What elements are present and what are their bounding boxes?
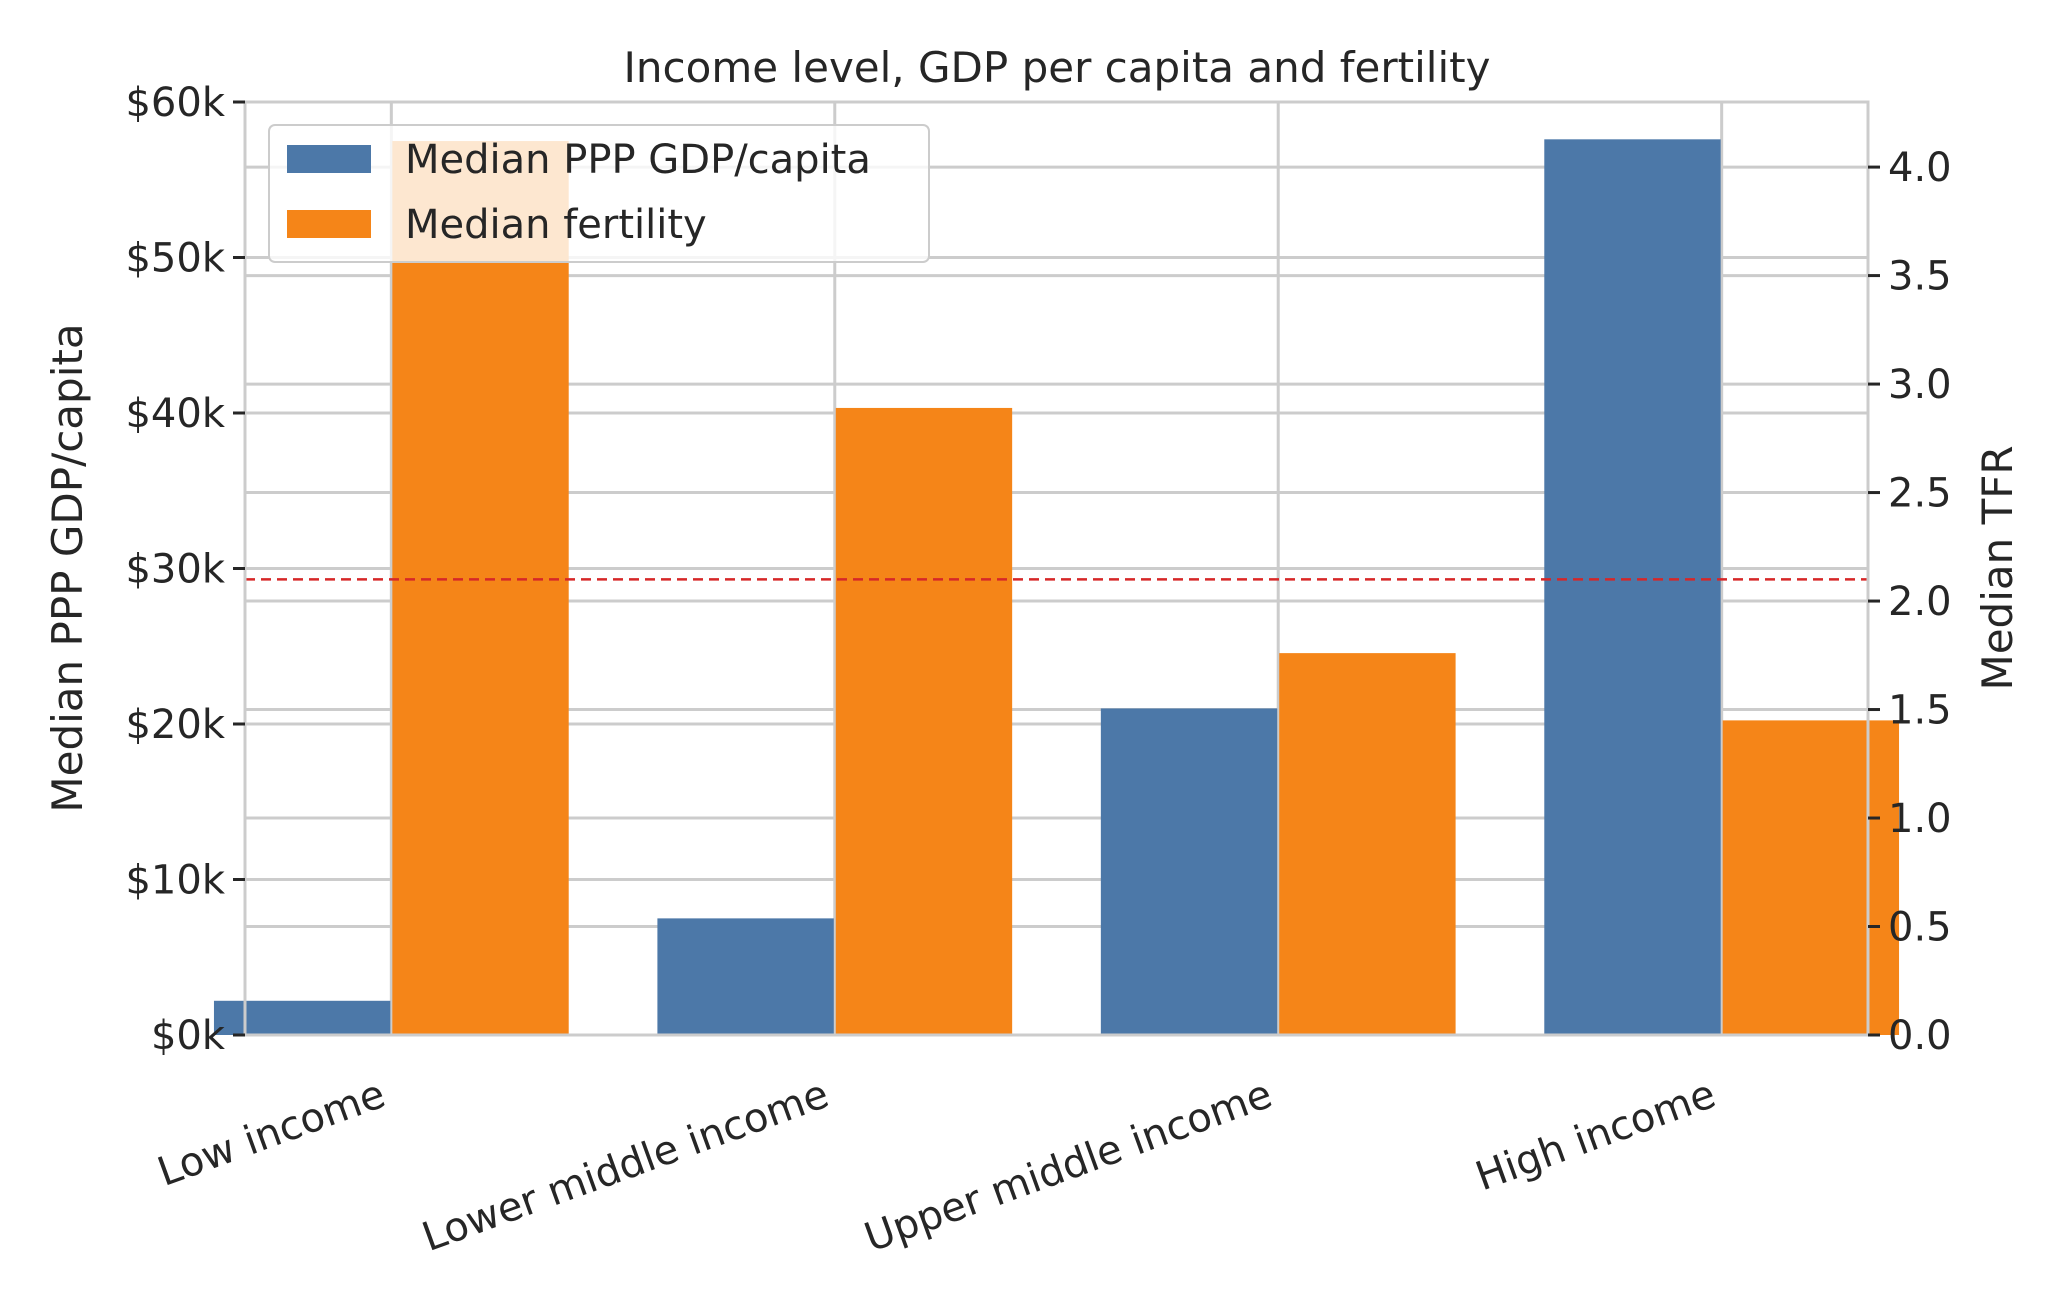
bar-fertility xyxy=(1279,653,1456,1035)
bar-fertility xyxy=(392,141,569,1036)
bar-fertility xyxy=(1722,720,1900,1035)
bar-fertility xyxy=(835,407,1013,1035)
y2-tick-label: 1.0 xyxy=(1888,796,1952,842)
bar-gdp xyxy=(213,1000,391,1035)
y-tick-label: $10k xyxy=(125,858,225,904)
bar-gdp xyxy=(657,918,834,1035)
y-tick-label: $50k xyxy=(125,236,225,282)
legend-label-fertility: Median fertility xyxy=(405,202,707,248)
bar-gdp xyxy=(1100,708,1278,1035)
legend-swatch-fertility xyxy=(287,210,371,238)
chart-title: Income level, GDP per capita and fertili… xyxy=(624,43,1491,92)
y-tick-label: $0k xyxy=(151,1013,226,1059)
y2-tick-label: 4.0 xyxy=(1888,145,1952,191)
legend-frame xyxy=(268,124,930,263)
y-tick-label: $60k xyxy=(125,80,225,126)
y-tick-label: $20k xyxy=(125,702,225,748)
bar-gdp xyxy=(1544,139,1721,1035)
y-axis-label: Median PPP GDP/capita xyxy=(43,323,92,812)
y-tick-label: $30k xyxy=(125,547,225,593)
legend-swatch-gdp xyxy=(287,145,371,173)
y2-axis-label: Median TFR xyxy=(1973,445,2022,690)
y2-tick-label: 2.0 xyxy=(1888,579,1952,625)
bars xyxy=(213,139,1900,1036)
y2-tick-label: 3.0 xyxy=(1888,362,1952,408)
axis-ticks: $0k $10k $20k $30k $40k $50k $60k 0.0 0.5 1.0 1.5 2… xyxy=(125,80,1951,1059)
y2-tick-label: 0.0 xyxy=(1888,1013,1952,1059)
y2-tick-label: 1.5 xyxy=(1888,688,1952,734)
legend-label-gdp: Median PPP GDP/capita xyxy=(405,137,871,183)
y-tick-label: $40k xyxy=(125,391,225,437)
y2-tick-label: 0.5 xyxy=(1888,905,1952,951)
legend: Median PPP GDP/capita Median fertility xyxy=(268,124,930,263)
y2-tick-label: 2.5 xyxy=(1888,471,1952,517)
y2-tick-label: 3.5 xyxy=(1888,254,1952,300)
